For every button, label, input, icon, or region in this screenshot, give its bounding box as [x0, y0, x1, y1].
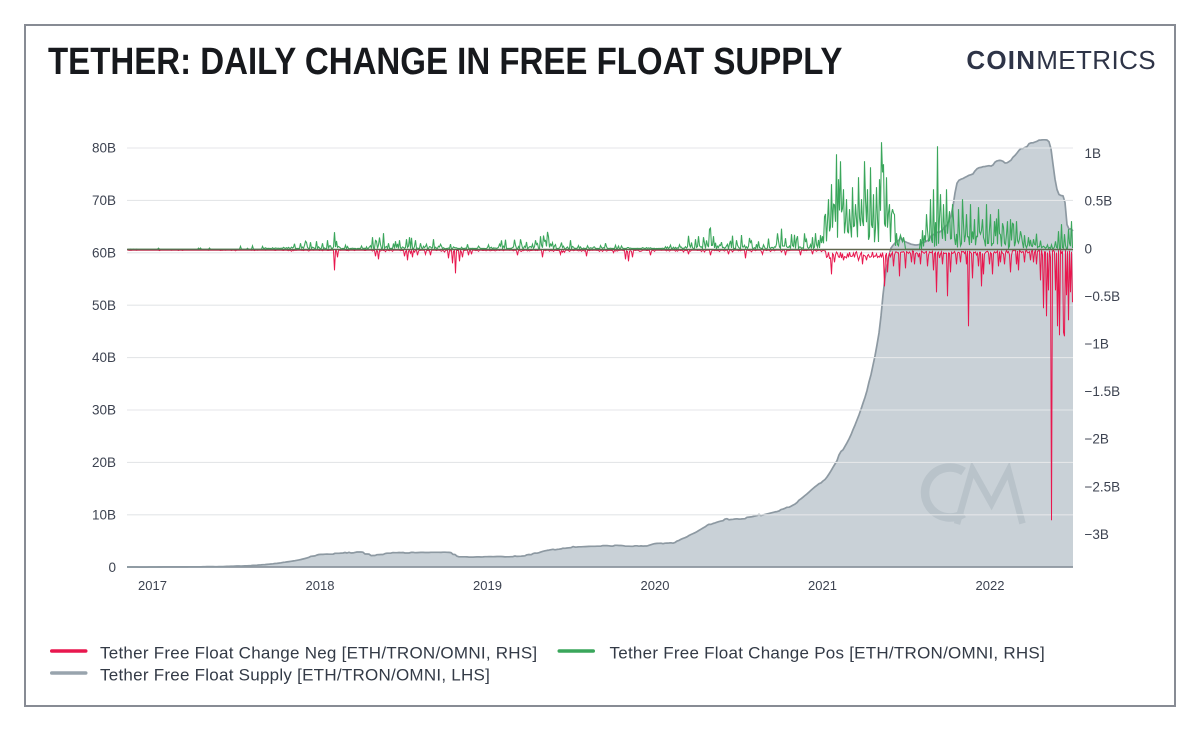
svg-text:50B: 50B — [92, 298, 116, 313]
svg-text:1B: 1B — [1085, 146, 1102, 161]
svg-text:2019: 2019 — [473, 578, 502, 593]
svg-text:Tether Free Float Change Pos [: Tether Free Float Change Pos [ETH/TRON/O… — [610, 643, 1045, 662]
svg-text:70B: 70B — [92, 193, 116, 208]
svg-text:−1.5B: −1.5B — [1085, 384, 1121, 399]
svg-text:2017: 2017 — [138, 578, 167, 593]
svg-text:80B: 80B — [92, 141, 116, 156]
svg-text:2021: 2021 — [808, 578, 837, 593]
svg-text:30B: 30B — [92, 403, 116, 418]
svg-text:−2B: −2B — [1085, 432, 1109, 447]
svg-text:−3B: −3B — [1085, 527, 1109, 542]
svg-text:40B: 40B — [92, 350, 116, 365]
svg-text:−0.5B: −0.5B — [1085, 289, 1121, 304]
svg-text:2022: 2022 — [976, 578, 1005, 593]
svg-text:−1B: −1B — [1085, 337, 1109, 352]
svg-text:Tether Free Float Change Neg [: Tether Free Float Change Neg [ETH/TRON/O… — [100, 643, 537, 662]
svg-text:−2.5B: −2.5B — [1085, 479, 1121, 494]
svg-text:0: 0 — [1085, 241, 1093, 256]
svg-text:10B: 10B — [92, 507, 116, 522]
svg-text:60B: 60B — [92, 245, 116, 260]
svg-text:2020: 2020 — [641, 578, 670, 593]
svg-text:Tether Free Float Supply [ETH/: Tether Free Float Supply [ETH/TRON/OMNI,… — [100, 665, 490, 684]
svg-text:0.5B: 0.5B — [1085, 194, 1113, 209]
svg-text:2018: 2018 — [306, 578, 335, 593]
svg-text:0: 0 — [108, 560, 116, 575]
svg-text:20B: 20B — [92, 455, 116, 470]
